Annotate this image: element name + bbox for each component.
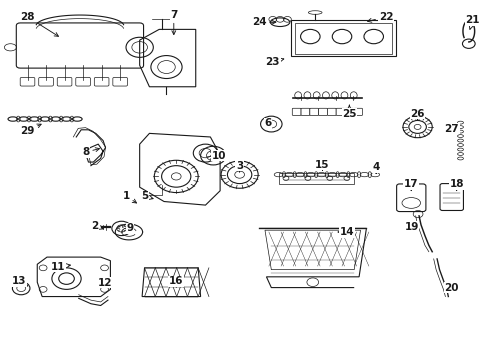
FancyBboxPatch shape bbox=[20, 77, 35, 86]
FancyBboxPatch shape bbox=[76, 77, 90, 86]
FancyBboxPatch shape bbox=[301, 108, 309, 116]
Text: 20: 20 bbox=[444, 283, 458, 293]
Text: 24: 24 bbox=[251, 17, 275, 27]
Text: 8: 8 bbox=[82, 147, 99, 157]
FancyBboxPatch shape bbox=[327, 108, 335, 116]
FancyBboxPatch shape bbox=[94, 77, 109, 86]
Text: 19: 19 bbox=[404, 222, 418, 231]
Text: 15: 15 bbox=[315, 159, 329, 170]
Text: 7: 7 bbox=[170, 10, 177, 35]
FancyBboxPatch shape bbox=[113, 77, 127, 86]
Bar bbox=[294, 23, 391, 54]
FancyBboxPatch shape bbox=[39, 77, 53, 86]
Text: 6: 6 bbox=[264, 118, 271, 128]
Text: 16: 16 bbox=[169, 276, 183, 287]
FancyBboxPatch shape bbox=[292, 108, 301, 116]
FancyBboxPatch shape bbox=[439, 184, 463, 211]
Text: 9: 9 bbox=[126, 224, 133, 233]
Text: 29: 29 bbox=[20, 124, 41, 135]
Text: 26: 26 bbox=[409, 109, 424, 120]
Text: 13: 13 bbox=[12, 276, 28, 286]
Text: 2: 2 bbox=[91, 221, 103, 230]
Text: 11: 11 bbox=[51, 262, 70, 272]
Text: 22: 22 bbox=[367, 12, 392, 22]
Text: 23: 23 bbox=[265, 57, 283, 67]
Text: 27: 27 bbox=[444, 124, 458, 134]
FancyBboxPatch shape bbox=[335, 108, 344, 116]
FancyBboxPatch shape bbox=[344, 108, 353, 116]
Text: 28: 28 bbox=[20, 12, 59, 36]
Text: 18: 18 bbox=[448, 179, 463, 190]
Text: 17: 17 bbox=[403, 179, 418, 190]
FancyBboxPatch shape bbox=[16, 23, 143, 68]
FancyBboxPatch shape bbox=[318, 108, 327, 116]
Text: 10: 10 bbox=[211, 150, 226, 161]
FancyBboxPatch shape bbox=[309, 108, 318, 116]
Text: 12: 12 bbox=[98, 278, 113, 288]
Bar bbox=[278, 173, 353, 184]
FancyBboxPatch shape bbox=[353, 108, 362, 116]
Bar bbox=[290, 21, 395, 56]
Text: 4: 4 bbox=[372, 162, 379, 174]
Text: 1: 1 bbox=[122, 191, 136, 203]
Text: 14: 14 bbox=[338, 227, 353, 237]
FancyBboxPatch shape bbox=[57, 77, 72, 86]
Text: 5: 5 bbox=[141, 191, 153, 201]
Text: 3: 3 bbox=[236, 161, 243, 172]
FancyBboxPatch shape bbox=[396, 184, 425, 212]
Text: 25: 25 bbox=[342, 105, 356, 119]
Text: 21: 21 bbox=[465, 15, 479, 30]
